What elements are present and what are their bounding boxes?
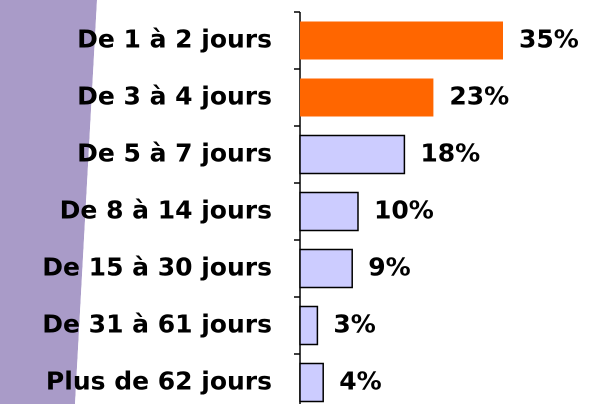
category-label: De 5 à 7 jours [77,139,272,168]
category-label: Plus de 62 jours [46,367,272,396]
value-label: 18% [420,139,480,168]
value-label: 10% [374,196,434,225]
value-label: 9% [368,253,410,282]
bar [300,21,503,60]
value-label: 3% [333,310,375,339]
bar [299,134,406,175]
side-band [0,0,97,404]
value-label: 23% [449,82,509,111]
value-label: 35% [519,25,579,54]
side-band-edge [75,0,100,404]
bar [299,305,319,346]
category-label: De 3 à 4 jours [77,82,272,111]
category-label: De 8 à 14 jours [60,196,272,225]
category-label: De 15 à 30 jours [42,253,272,282]
bar [300,78,434,117]
bar [299,191,359,232]
category-label: De 1 à 2 jours [77,25,272,54]
value-label: 4% [339,367,381,396]
category-label: De 31 à 61 jours [42,310,272,339]
bar [299,248,353,289]
bar [299,362,324,403]
